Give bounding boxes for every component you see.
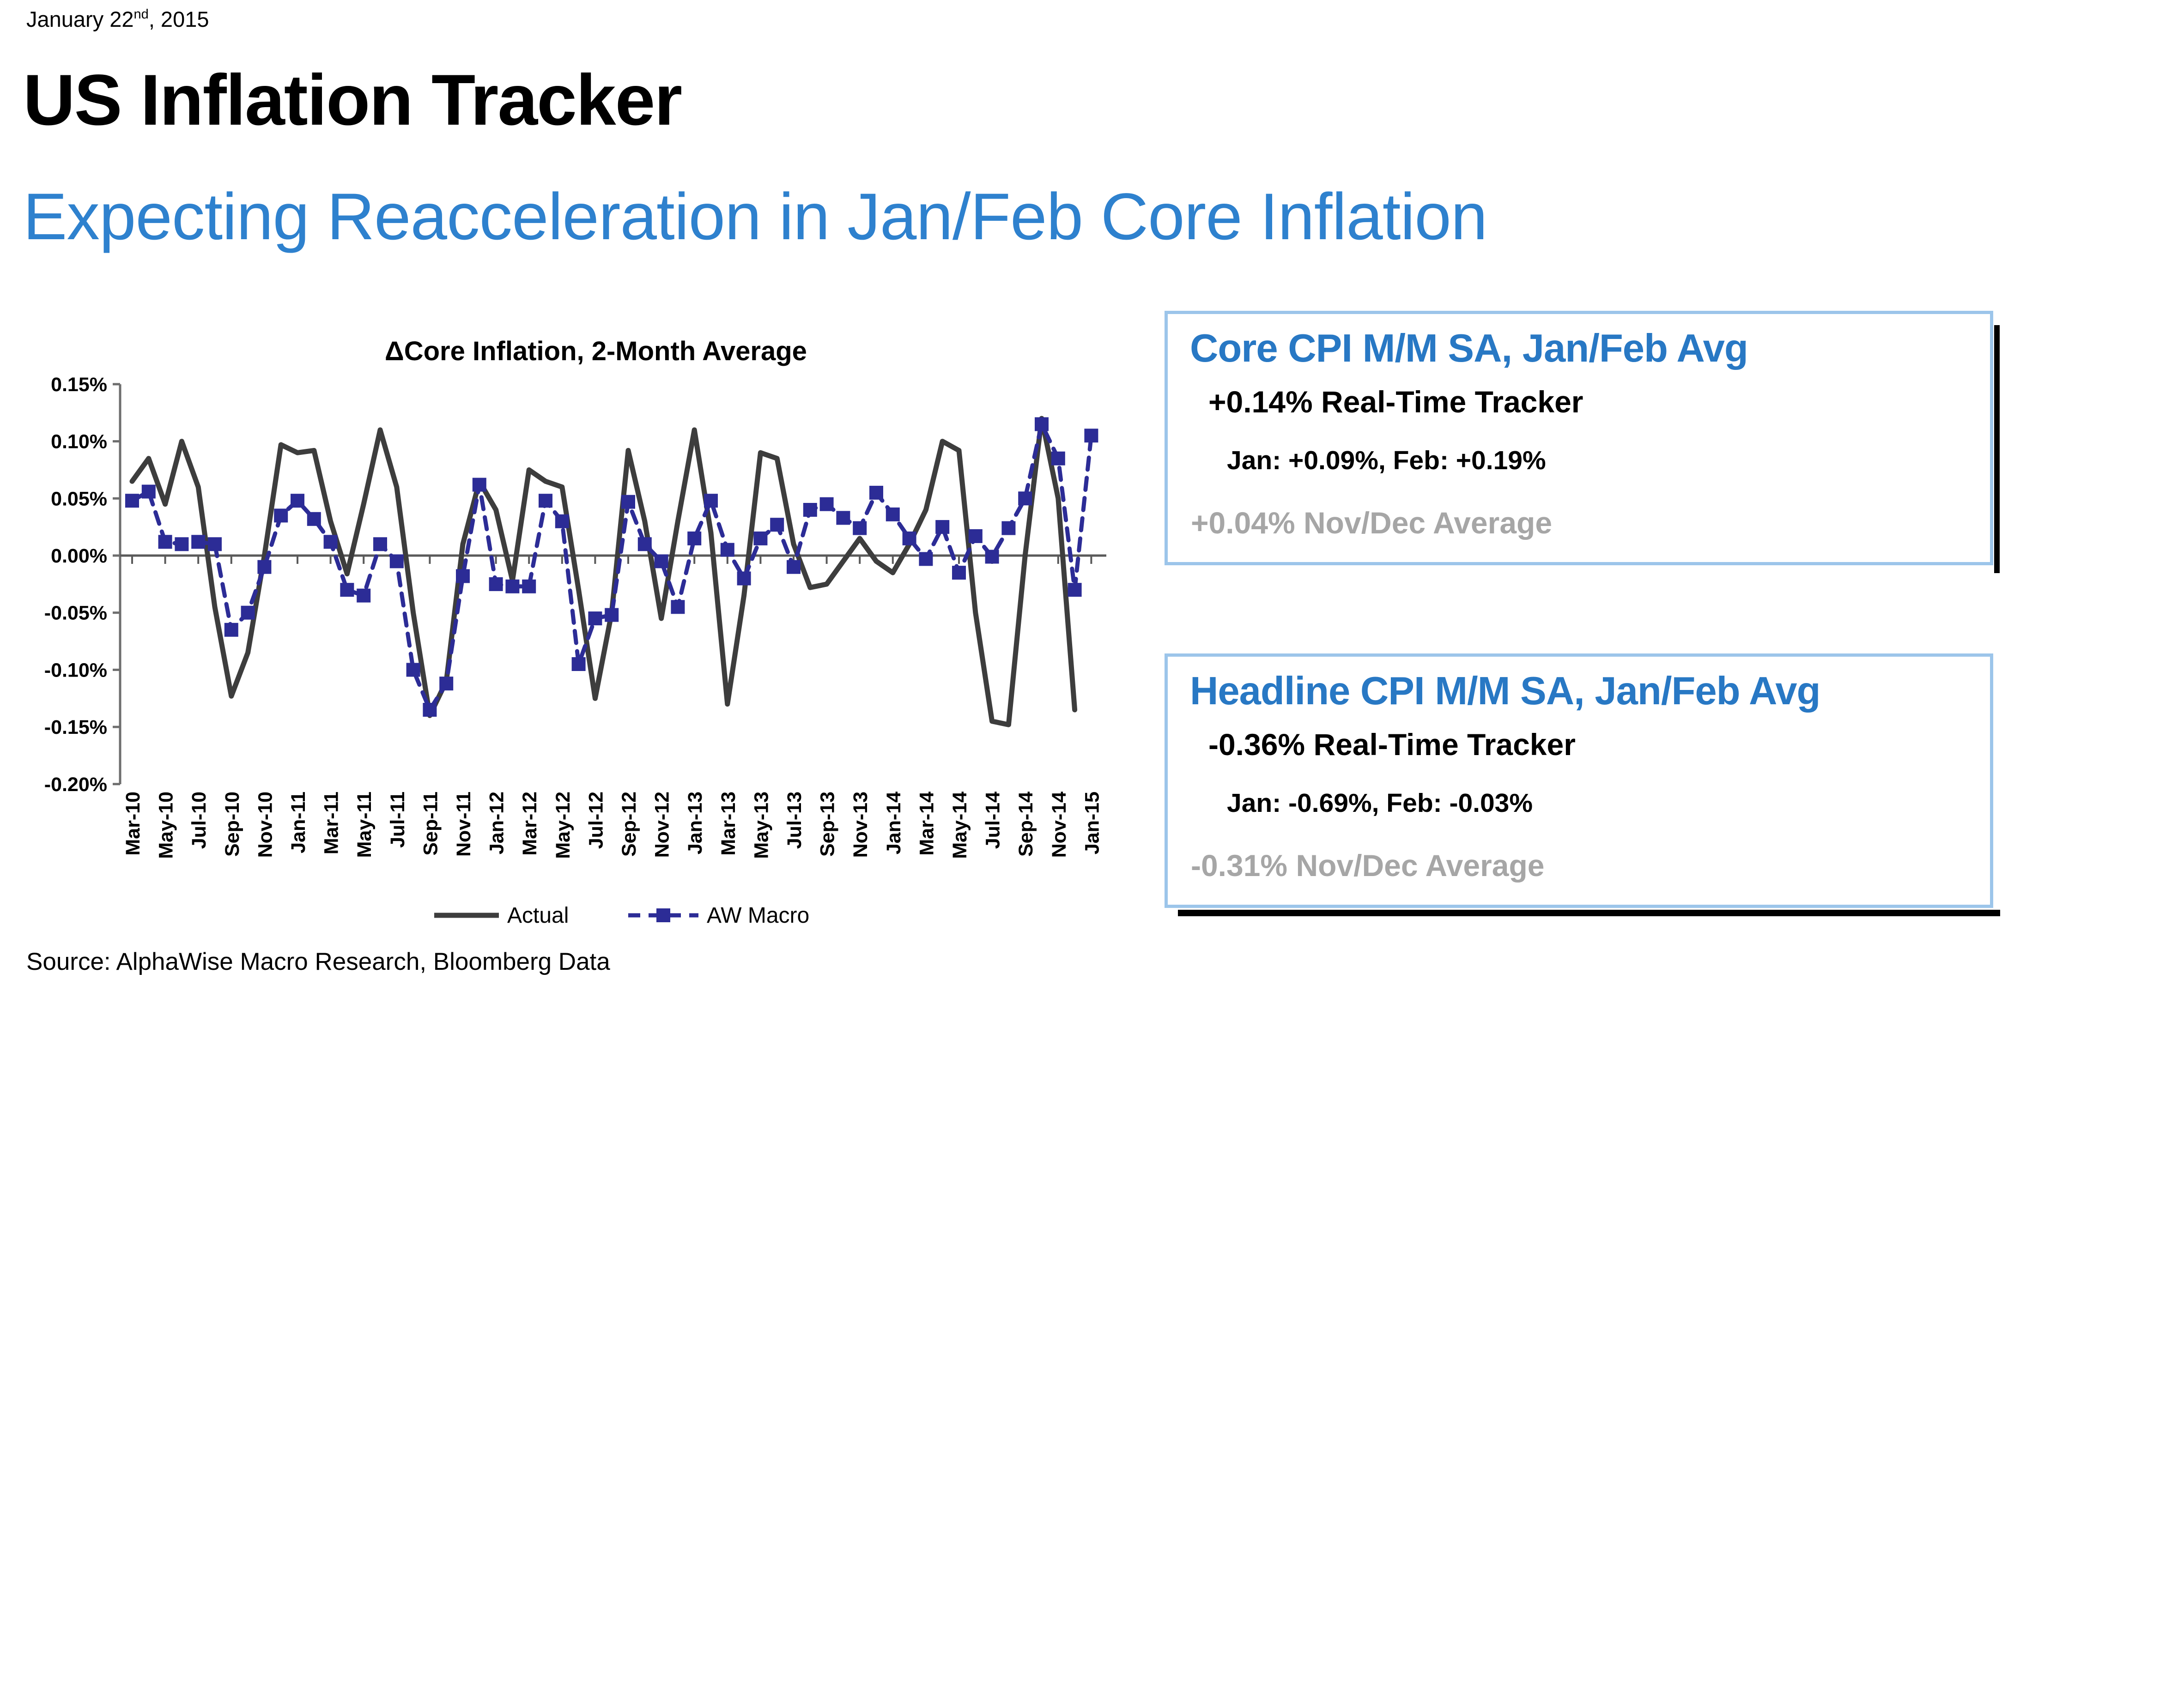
- x-tick-label: Jul-14: [982, 792, 1004, 849]
- x-tick-label: Jul-10: [188, 792, 210, 849]
- y-tick-label: -0.15%: [44, 716, 107, 738]
- y-tick-label: 0.00%: [51, 545, 107, 567]
- headline-cpi-card: Headline CPI M/M SA, Jan/Feb Avg -0.36% …: [1165, 653, 2000, 916]
- core-cpi-tracker-value: +0.14% Real-Time Tracker: [1208, 385, 1583, 419]
- y-tick-label: 0.15%: [51, 374, 107, 396]
- x-tick-label: Nov-12: [651, 792, 673, 858]
- core-cpi-card: Core CPI M/M SA, Jan/Feb Avg +0.14% Real…: [1165, 311, 2000, 573]
- x-tick-label: Sep-14: [1015, 792, 1037, 857]
- x-tick-label: Jul-13: [783, 792, 806, 849]
- x-tick-label: Nov-10: [254, 792, 276, 858]
- x-tick-label: May-12: [552, 792, 574, 859]
- x-tick-label: Nov-13: [849, 792, 872, 858]
- chart-title: ΔCore Inflation, 2-Month Average: [385, 336, 807, 366]
- x-tick-label: Sep-10: [221, 792, 243, 857]
- x-tick-label: Jan-12: [486, 792, 508, 854]
- x-tick-label: Nov-14: [1048, 792, 1070, 858]
- y-tick-label: -0.20%: [44, 774, 107, 796]
- page-subtitle: Expecting Reacceleration in Jan/Feb Core…: [23, 180, 1487, 254]
- series-actual: [129, 416, 1078, 727]
- x-tick-label: Mar-11: [321, 792, 343, 854]
- legend-label-aw-macro: AW Macro: [707, 903, 809, 928]
- x-tick-label: Mar-10: [122, 792, 144, 856]
- x-tick-label: Mar-12: [519, 792, 541, 856]
- x-tick-label: Jan-14: [883, 792, 905, 854]
- core-cpi-prior-average: +0.04% Nov/Dec Average: [1191, 506, 1553, 540]
- y-tick-label: 0.10%: [51, 431, 107, 453]
- date-suffix: , 2015: [148, 7, 209, 31]
- headline-cpi-card-title: Headline CPI M/M SA, Jan/Feb Avg: [1190, 669, 1820, 713]
- core-inflation-chart: ΔCore Inflation, 2-Month Average 0.15% 0.1…: [28, 323, 1155, 942]
- legend-label-actual: Actual: [507, 903, 569, 928]
- core-cpi-monthly-detail: Jan: +0.09%, Feb: +0.19%: [1227, 446, 1546, 475]
- y-tick-label: 0.05%: [51, 488, 107, 510]
- source-note: Source: AlphaWise Macro Research, Bloomb…: [26, 948, 610, 975]
- headline-cpi-monthly-detail: Jan: -0.69%, Feb: -0.03%: [1227, 788, 1533, 818]
- page-title: US Inflation Tracker: [23, 60, 682, 140]
- x-tick-label: May-13: [750, 792, 772, 859]
- headline-cpi-prior-average: -0.31% Nov/Dec Average: [1191, 848, 1545, 883]
- y-tick-label: -0.10%: [44, 659, 107, 681]
- x-tick-label: Mar-14: [916, 792, 938, 856]
- date-prefix: January 22: [26, 7, 134, 31]
- x-tick-label: Sep-11: [419, 792, 442, 856]
- report-date: January 22nd, 2015: [26, 6, 209, 32]
- x-tick-label: May-11: [353, 792, 376, 858]
- x-tick-label: Jan-13: [684, 792, 706, 854]
- x-tick-label: Nov-11: [453, 792, 475, 857]
- chart-legend: Actual AW Macro: [434, 903, 809, 928]
- x-tick-label: Jul-11: [387, 792, 409, 848]
- x-tick-label: Jul-12: [585, 792, 607, 849]
- x-tick-label: Jan-15: [1081, 792, 1103, 854]
- y-tick-label: -0.05%: [44, 602, 107, 624]
- x-tick-label: May-14: [949, 792, 971, 859]
- x-tick-label: Sep-12: [618, 792, 640, 857]
- x-tick-label: Jan-11: [287, 792, 309, 853]
- x-tick-label: Sep-13: [817, 792, 839, 857]
- x-tick-label: May-10: [155, 792, 177, 859]
- date-ordinal-suffix: nd: [133, 7, 149, 22]
- x-tick-label: Mar-13: [717, 792, 740, 856]
- core-cpi-card-title: Core CPI M/M SA, Jan/Feb Avg: [1190, 327, 1748, 370]
- headline-cpi-tracker-value: -0.36% Real-Time Tracker: [1208, 727, 1576, 762]
